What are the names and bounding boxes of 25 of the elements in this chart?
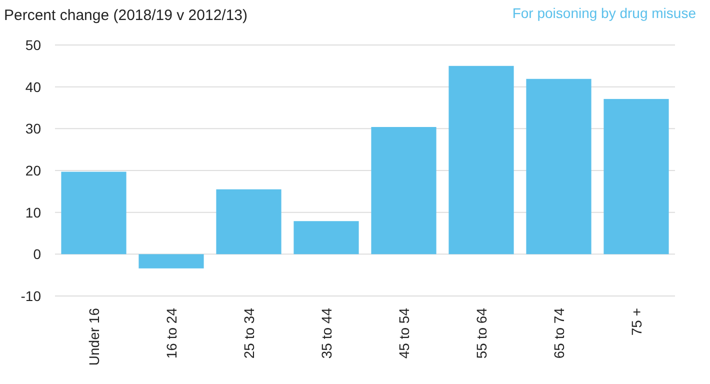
y-tick-label: 20 (25, 162, 42, 178)
x-tick-label: 65 to 74 (550, 308, 567, 359)
y-tick-label: 30 (25, 120, 42, 137)
y-tick-label: -10 (20, 288, 42, 304)
x-tick-label: 75 + (628, 308, 644, 336)
bar (61, 172, 126, 254)
x-tick-label: 25 to 34 (240, 308, 257, 359)
y-tick-label: 0 (33, 246, 42, 262)
x-tick-label: 35 to 44 (318, 308, 334, 359)
bar (371, 126, 436, 254)
chart-title: Percent change (2018/19 v 2012/13) (4, 7, 248, 24)
x-tick-label: 16 to 24 (163, 308, 180, 359)
bar (138, 254, 204, 268)
y-tick-label: 50 (25, 37, 42, 53)
chart-subtitle: For poisoning by drug misuse (512, 5, 696, 21)
x-tick-label: 55 to 64 (473, 308, 490, 359)
bar (294, 221, 359, 254)
x-tick-label: Under 16 (86, 308, 102, 366)
y-tick-label: 40 (25, 78, 42, 95)
y-tick-label: 10 (25, 204, 42, 220)
bar (216, 189, 282, 254)
bar (604, 98, 669, 254)
bar (526, 78, 592, 254)
x-tick-label: 45 to 54 (396, 308, 412, 359)
bar (448, 66, 514, 254)
